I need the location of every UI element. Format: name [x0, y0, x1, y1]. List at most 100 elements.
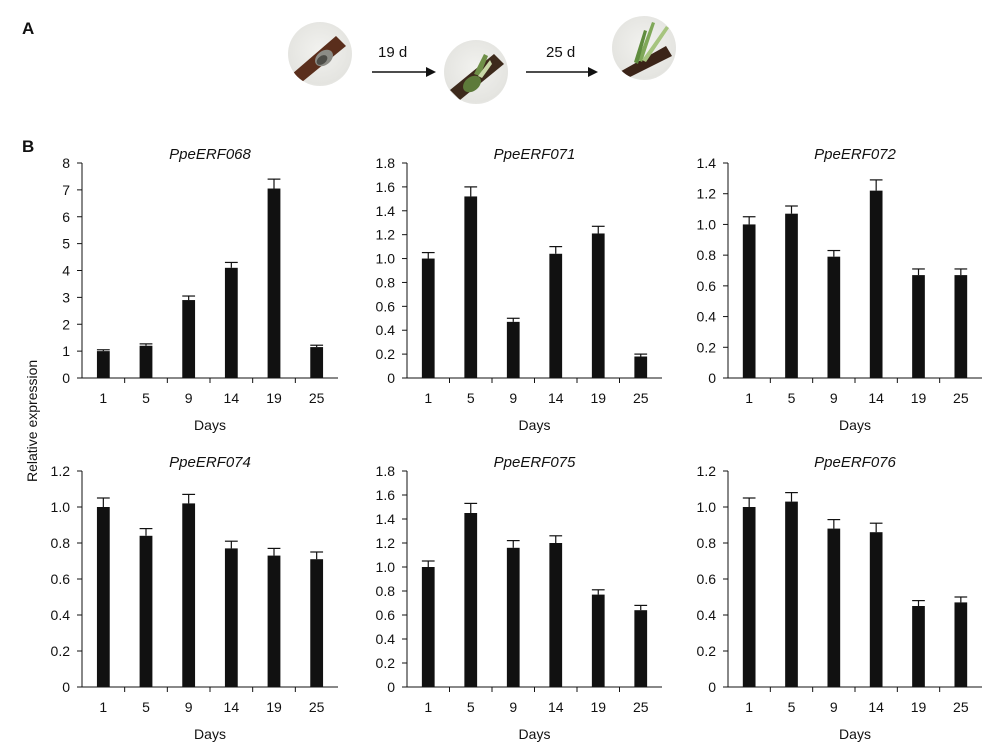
y-tick-label: 0 [708, 370, 716, 386]
y-tick-label: 0.2 [376, 346, 396, 362]
bar-day-14 [869, 190, 883, 378]
chart-5: PpeERF076 0 0.2 0.4 0.6 0.8 1.0 1.2 1 5 9 14 19 25 Day… [697, 454, 982, 742]
y-tick-label: 1 [62, 343, 70, 359]
x-tick-label: 9 [185, 390, 193, 406]
y-tick-label: 1.0 [697, 499, 717, 515]
x-tick-label: 14 [548, 699, 564, 715]
panel-a-label: A [22, 19, 35, 38]
bar-day-1 [742, 507, 756, 687]
x-tick-label: 14 [548, 390, 564, 406]
x-tick-label: 1 [745, 699, 753, 715]
x-tick-label: 25 [309, 699, 325, 715]
chart-title: PpeERF072 [814, 146, 896, 163]
bar-day-1 [421, 567, 435, 687]
x-tick-label: 1 [424, 699, 432, 715]
y-tick-label: 1.8 [376, 463, 396, 479]
y-tick-label: 4 [62, 263, 70, 279]
y-tick-label: 1.0 [697, 216, 717, 232]
y-tick-label: 1.2 [376, 535, 396, 551]
y-tick-label: 1.6 [376, 487, 396, 503]
cutting-photo-day-19 [444, 40, 508, 104]
x-tick-label: 19 [911, 699, 927, 715]
y-tick-label: 6 [62, 209, 70, 225]
bar-day-9 [827, 256, 841, 378]
cutting-shoot-image [616, 22, 672, 80]
bar-day-25 [634, 610, 648, 687]
bar-day-19 [267, 188, 281, 378]
chart-1: PpeERF071 0 0.2 0.4 0.6 0.8 1.0 1.2 1.4 1.6 1.8 1 5 9… [376, 146, 662, 433]
y-tick-label: 0.2 [697, 339, 717, 355]
y-tick-label: 0.8 [51, 535, 71, 551]
y-tick-label: 1.8 [376, 155, 396, 171]
chart-title: PpeERF068 [169, 146, 251, 163]
x-axis-title: Days [519, 417, 551, 433]
y-tick-label: 1.0 [51, 499, 71, 515]
bar-day-14 [224, 267, 238, 378]
x-tick-label: 25 [633, 390, 649, 406]
x-tick-label: 5 [467, 390, 475, 406]
y-tick-label: 1.2 [376, 227, 396, 243]
bar-day-5 [464, 513, 478, 687]
bar-day-19 [591, 594, 605, 687]
y-tick-label: 0.6 [697, 278, 717, 294]
cutting-stem-image [292, 36, 346, 82]
bar-day-25 [954, 275, 968, 378]
bar-day-9 [827, 528, 841, 687]
x-tick-label: 25 [633, 699, 649, 715]
y-tick-label: 8 [62, 155, 70, 171]
cutting-callus-image [450, 54, 504, 100]
bar-day-14 [869, 532, 883, 687]
bar-day-1 [421, 258, 435, 378]
y-tick-label: 0.8 [376, 274, 396, 290]
x-axis-title: Days [519, 726, 551, 742]
arrow-head-2 [588, 67, 598, 77]
x-tick-label: 19 [266, 390, 282, 406]
bar-day-5 [785, 501, 798, 687]
bar-day-9 [506, 321, 520, 378]
chart-title: PpeERF076 [814, 454, 896, 471]
y-tick-label: 2 [62, 316, 70, 332]
y-tick-label: 0 [387, 370, 395, 386]
chart-title: PpeERF074 [169, 454, 251, 471]
chart-0: PpeERF068 0 1 2 3 4 5 6 7 8 1 5 9 14 19 25 Days [62, 146, 338, 433]
y-tick-label: 0.2 [51, 643, 71, 659]
bar-day-9 [506, 547, 520, 687]
y-tick-label: 1.6 [376, 179, 396, 195]
cutting-photo-day-0 [288, 22, 352, 86]
x-tick-label: 9 [830, 390, 838, 406]
y-tick-label: 0.8 [376, 583, 396, 599]
x-tick-label: 5 [467, 699, 475, 715]
y-tick-label: 0 [62, 370, 70, 386]
y-tick-label: 1.4 [697, 155, 717, 171]
y-tick-label: 0.6 [51, 571, 71, 587]
y-tick-label: 0.6 [697, 571, 717, 587]
bar-day-5 [464, 196, 478, 378]
x-tick-label: 1 [424, 390, 432, 406]
x-tick-label: 14 [868, 390, 884, 406]
x-axis-title: Days [839, 726, 871, 742]
y-tick-label: 0.4 [376, 631, 396, 647]
x-tick-label: 1 [99, 699, 107, 715]
chart-4: PpeERF075 0 0.2 0.4 0.6 0.8 1.0 1.2 1.4 1.6 1.8 1 5 9… [376, 454, 662, 742]
y-tick-label: 0.4 [376, 322, 396, 338]
y-tick-label: 0.2 [376, 655, 396, 671]
y-tick-label: 3 [62, 289, 70, 305]
bar-day-19 [267, 555, 281, 687]
x-tick-label: 19 [266, 699, 282, 715]
chart-3: PpeERF074 0 0.2 0.4 0.6 0.8 1.0 1.2 1 5 9 14 19 25 Day… [51, 454, 338, 742]
panel-b-label: B [22, 137, 35, 156]
x-tick-label: 25 [309, 390, 325, 406]
y-tick-label: 1.2 [697, 463, 717, 479]
chart-title: PpeERF071 [494, 146, 576, 163]
y-tick-label: 0.2 [697, 643, 717, 659]
bar-day-19 [912, 606, 925, 687]
x-tick-label: 9 [830, 699, 838, 715]
bar-day-25 [634, 356, 648, 378]
y-tick-label: 0 [62, 679, 70, 695]
bar-day-1 [96, 507, 110, 687]
x-tick-label: 19 [590, 699, 606, 715]
y-tick-label: 1.2 [697, 186, 717, 202]
cutting-photo-day-25 [612, 16, 676, 80]
y-tick-label: 1.0 [376, 251, 396, 267]
